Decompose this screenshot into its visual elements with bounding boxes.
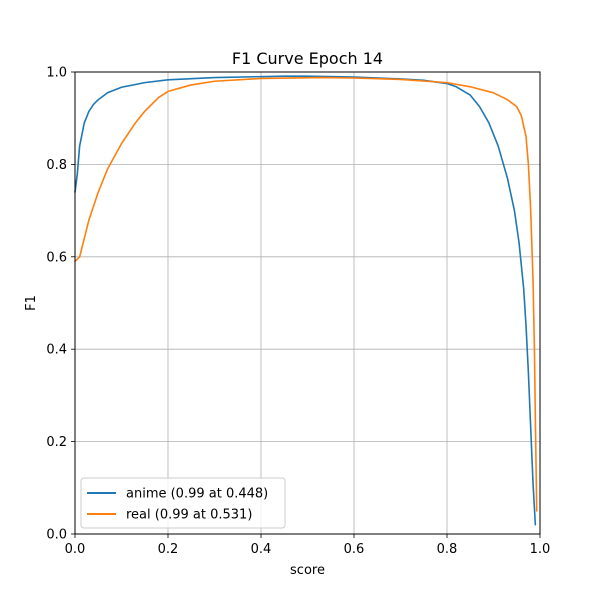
legend-label-anime: anime (0.99 at 0.448) <box>126 487 268 502</box>
legend-box <box>80 477 286 529</box>
series-line-real <box>74 76 538 512</box>
chart-title: F1 Curve Epoch 14 <box>232 49 383 68</box>
x-tick-label: 0.0 <box>65 542 86 557</box>
y-axis-label: F1 <box>24 295 39 311</box>
legend: anime (0.99 at 0.448) real (0.99 at 0.53… <box>80 477 286 529</box>
series-line-anime <box>74 75 537 526</box>
x-tick-label: 0.6 <box>344 542 365 557</box>
y-tick-label: 0.8 <box>46 158 67 173</box>
x-tick-label: 1.0 <box>530 542 551 557</box>
plot-frame <box>74 71 541 535</box>
axis-ticks: 0.0 0.2 0.4 0.6 0.8 1.0 0.0 0.2 0.4 0.6 0.8 1.0 <box>46 66 550 558</box>
y-tick-label: 0.0 <box>46 528 67 543</box>
y-tick-label: 0.4 <box>46 343 67 358</box>
y-tick-label: 0.6 <box>46 250 67 265</box>
y-tick-label: 1.0 <box>46 66 67 81</box>
x-tick-label: 0.2 <box>158 542 179 557</box>
x-tick-label: 0.8 <box>437 542 458 557</box>
x-tick-label: 0.4 <box>251 542 272 557</box>
series-lines <box>74 75 538 526</box>
legend-label-real: real (0.99 at 0.531) <box>126 508 252 523</box>
x-axis-label: score <box>290 563 325 578</box>
y-tick-label: 0.2 <box>46 435 67 450</box>
grid <box>74 71 541 535</box>
